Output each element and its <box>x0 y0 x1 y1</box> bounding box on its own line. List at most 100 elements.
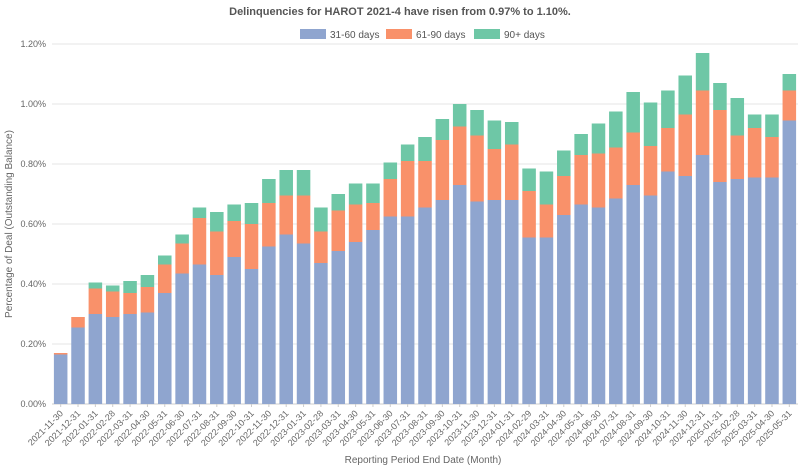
bar-segment-31-60-days[interactable] <box>383 216 398 405</box>
bar-segment-90-days[interactable] <box>435 119 450 140</box>
bar-segment-61-90-days[interactable] <box>522 191 536 238</box>
bar-segment-31-60-days[interactable] <box>262 246 276 405</box>
bar-segment-61-90-days[interactable] <box>53 353 68 355</box>
legend-swatch[interactable] <box>386 29 412 39</box>
bar-segment-61-90-days[interactable] <box>175 243 189 274</box>
bar-segment-90-days[interactable] <box>418 137 432 161</box>
bar-segment-90-days[interactable] <box>591 123 606 154</box>
bar-segment-31-60-days[interactable] <box>400 216 415 405</box>
bar-segment-61-90-days[interactable] <box>713 110 727 182</box>
bar-segment-31-60-days[interactable] <box>643 195 658 405</box>
bar-segment-61-90-days[interactable] <box>591 153 606 208</box>
bar-segment-61-90-days[interactable] <box>105 291 120 318</box>
bar-segment-31-60-days[interactable] <box>244 269 259 404</box>
bar-segment-90-days[interactable] <box>504 122 519 145</box>
bar-segment-31-60-days[interactable] <box>557 215 571 404</box>
legend-label[interactable]: 31-60 days <box>330 30 379 41</box>
bar-segment-31-60-days[interactable] <box>296 243 311 405</box>
bar-segment-61-90-days[interactable] <box>331 210 346 252</box>
bar-segment-31-60-days[interactable] <box>504 200 519 404</box>
bar-segment-90-days[interactable] <box>730 98 745 136</box>
bar-segment-61-90-days[interactable] <box>609 147 623 199</box>
bar-segment-31-60-days[interactable] <box>348 242 363 404</box>
legend-swatch[interactable] <box>474 29 500 39</box>
bar-segment-31-60-days[interactable] <box>609 198 623 405</box>
bar-segment-31-60-days[interactable] <box>591 207 606 405</box>
bar-segment-90-days[interactable] <box>452 104 467 127</box>
bar-segment-31-60-days[interactable] <box>435 200 450 404</box>
bar-segment-61-90-days[interactable] <box>661 128 675 172</box>
bar-segment-90-days[interactable] <box>158 255 172 265</box>
bar-segment-90-days[interactable] <box>765 114 779 138</box>
bar-segment-90-days[interactable] <box>626 92 640 133</box>
bar-segment-31-60-days[interactable] <box>158 293 172 404</box>
bar-segment-61-90-days[interactable] <box>539 204 554 238</box>
bar-segment-61-90-days[interactable] <box>765 137 779 178</box>
bar-segment-31-60-days[interactable] <box>487 200 502 404</box>
bar-segment-31-60-days[interactable] <box>661 171 675 405</box>
bar-segment-90-days[interactable] <box>747 114 762 129</box>
bar-segment-90-days[interactable] <box>366 183 380 204</box>
bar-segment-90-days[interactable] <box>470 110 484 136</box>
bar-segment-31-60-days[interactable] <box>123 314 137 404</box>
bar-segment-90-days[interactable] <box>713 83 727 110</box>
bar-segment-61-90-days[interactable] <box>88 288 103 315</box>
bar-segment-31-60-days[interactable] <box>88 314 103 404</box>
bar-segment-90-days[interactable] <box>105 285 120 292</box>
bar-segment-61-90-days[interactable] <box>314 231 328 264</box>
bar-segment-61-90-days[interactable] <box>730 135 745 180</box>
bar-segment-31-60-days[interactable] <box>713 182 727 404</box>
bar-segment-61-90-days[interactable] <box>192 218 207 265</box>
bar-segment-90-days[interactable] <box>331 194 346 211</box>
bar-segment-31-60-days[interactable] <box>192 264 207 405</box>
bar-segment-61-90-days[interactable] <box>435 140 450 200</box>
bar-segment-61-90-days[interactable] <box>695 90 710 156</box>
bar-segment-31-60-days[interactable] <box>678 176 692 404</box>
bar-segment-61-90-days[interactable] <box>470 135 484 202</box>
bar-segment-31-60-days[interactable] <box>574 204 588 405</box>
bar-segment-31-60-days[interactable] <box>71 327 85 405</box>
bar-segment-31-60-days[interactable] <box>522 237 536 405</box>
bar-segment-61-90-days[interactable] <box>210 231 224 276</box>
bar-segment-31-60-days[interactable] <box>331 251 346 404</box>
bar-segment-31-60-days[interactable] <box>105 317 120 404</box>
bar-segment-90-days[interactable] <box>400 144 415 162</box>
bar-segment-90-days[interactable] <box>609 111 623 148</box>
bar-segment-90-days[interactable] <box>314 207 328 232</box>
bar-segment-61-90-days[interactable] <box>557 176 571 215</box>
legend-swatch[interactable] <box>300 29 326 39</box>
bar-segment-90-days[interactable] <box>88 282 103 289</box>
bar-segment-31-60-days[interactable] <box>782 120 797 405</box>
bar-segment-31-60-days[interactable] <box>765 177 779 405</box>
bar-segment-90-days[interactable] <box>175 234 189 244</box>
bar-segment-61-90-days[interactable] <box>296 195 311 244</box>
bar-segment-61-90-days[interactable] <box>262 203 276 247</box>
bar-segment-90-days[interactable] <box>522 168 536 192</box>
bar-segment-61-90-days[interactable] <box>452 126 467 186</box>
bar-segment-90-days[interactable] <box>244 203 259 224</box>
bar-segment-90-days[interactable] <box>210 212 224 232</box>
bar-segment-61-90-days[interactable] <box>244 224 259 269</box>
bar-segment-31-60-days[interactable] <box>452 185 467 404</box>
bar-segment-90-days[interactable] <box>695 53 710 91</box>
bar-segment-31-60-days[interactable] <box>626 185 640 404</box>
legend-label[interactable]: 61-90 days <box>416 30 465 41</box>
bar-segment-61-90-days[interactable] <box>366 203 380 230</box>
bar-segment-61-90-days[interactable] <box>348 204 363 243</box>
bar-segment-90-days[interactable] <box>192 207 207 219</box>
bar-segment-31-60-days[interactable] <box>210 275 224 404</box>
bar-segment-31-60-days[interactable] <box>53 354 68 405</box>
bar-segment-90-days[interactable] <box>279 170 293 196</box>
bar-segment-90-days[interactable] <box>574 134 588 155</box>
bar-segment-31-60-days[interactable] <box>539 237 554 405</box>
bar-segment-31-60-days[interactable] <box>418 207 432 405</box>
bar-segment-90-days[interactable] <box>539 171 554 205</box>
bar-segment-90-days[interactable] <box>661 90 675 129</box>
bar-segment-31-60-days[interactable] <box>279 234 293 405</box>
bar-segment-61-90-days[interactable] <box>782 90 797 121</box>
bar-segment-61-90-days[interactable] <box>158 264 172 294</box>
bar-segment-90-days[interactable] <box>782 74 797 91</box>
bar-segment-90-days[interactable] <box>296 170 311 196</box>
bar-segment-61-90-days[interactable] <box>504 144 519 201</box>
bar-segment-31-60-days[interactable] <box>470 201 484 405</box>
